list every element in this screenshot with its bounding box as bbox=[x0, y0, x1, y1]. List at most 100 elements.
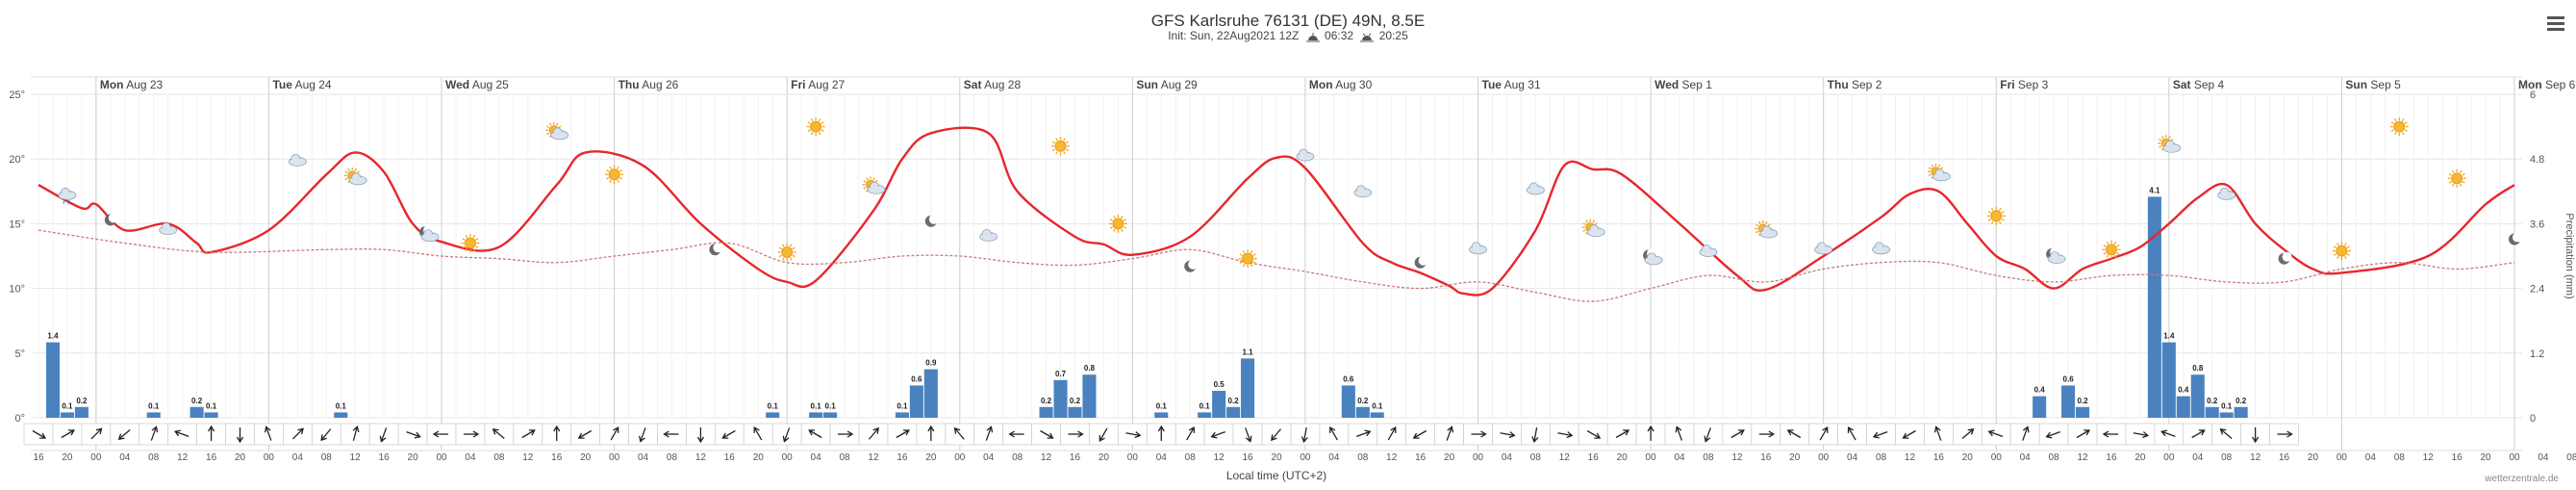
sun-disc bbox=[781, 246, 794, 258]
cloud-icon bbox=[979, 228, 998, 242]
cloud-icon bbox=[159, 222, 178, 236]
x-tick-label: 08 bbox=[839, 452, 850, 463]
cloud-fill bbox=[1760, 230, 1777, 238]
x-tick-label: 04 bbox=[638, 452, 649, 463]
wind-head bbox=[721, 432, 729, 439]
precip-bar bbox=[895, 412, 909, 418]
sun-icon bbox=[2102, 240, 2121, 259]
sun-ray bbox=[1242, 263, 1246, 268]
x-tick-label: 04 bbox=[983, 452, 995, 463]
wind-arrow-icon bbox=[1301, 426, 1308, 444]
precip-label: 0.8 bbox=[1084, 364, 1096, 373]
x-tick-label: 16 bbox=[2452, 452, 2463, 463]
wind-shaft bbox=[2162, 430, 2176, 438]
wind-shaft bbox=[1533, 426, 1538, 442]
cloud-fill bbox=[1588, 229, 1604, 237]
x-tick-label: 20 bbox=[2134, 452, 2146, 463]
wind-head bbox=[1786, 429, 1794, 436]
sun-ray bbox=[619, 177, 623, 180]
day-label: Wed Aug 25 bbox=[445, 78, 509, 91]
x-tick-label: 08 bbox=[321, 452, 333, 463]
wind-arrow-icon bbox=[782, 427, 791, 443]
wind-head bbox=[151, 426, 159, 433]
wind-head bbox=[1704, 435, 1711, 443]
precip-label: 0.1 bbox=[206, 401, 217, 410]
sun-ray bbox=[2390, 129, 2394, 132]
moon-icon bbox=[1414, 255, 1428, 269]
wind-arrow-icon bbox=[1987, 429, 2004, 438]
x-tick-label: 12 bbox=[695, 452, 707, 463]
hamburger-menu-icon[interactable] bbox=[2547, 13, 2564, 34]
sun-ray bbox=[1252, 261, 1256, 265]
sun-ray bbox=[1055, 151, 1058, 155]
wind-arrow-icon bbox=[1675, 426, 1683, 441]
chart-title: GFS Karlsruhe 76131 (DE) 49N, 8.5E bbox=[1150, 12, 1426, 30]
wind-arrow-icon bbox=[2252, 427, 2260, 444]
cloud-icon bbox=[1353, 185, 1373, 198]
wind-head bbox=[872, 426, 879, 434]
sun-ray bbox=[872, 177, 875, 181]
wind-head bbox=[1768, 430, 1776, 438]
wind-arrow-icon bbox=[753, 426, 763, 441]
moon-cut bbox=[1418, 255, 1428, 266]
moon-cut bbox=[2282, 251, 2292, 262]
wind-arrow-icon bbox=[1271, 428, 1281, 442]
wind-arrow-icon bbox=[406, 430, 421, 439]
day-label: Thu Aug 26 bbox=[619, 78, 679, 91]
wind-shaft bbox=[321, 428, 332, 440]
day-label: Fri Aug 27 bbox=[791, 78, 845, 91]
wind-arrow-icon bbox=[117, 429, 131, 440]
sunset-icon bbox=[1360, 32, 1375, 42]
sun-ray bbox=[617, 166, 619, 170]
sun-ray bbox=[863, 179, 867, 183]
sun-ray bbox=[1998, 220, 2002, 224]
wind-head bbox=[1594, 432, 1602, 439]
sun-ray bbox=[606, 177, 610, 180]
x-tick-label: 00 bbox=[1127, 452, 1139, 463]
precip-label: 0.2 bbox=[2077, 397, 2088, 405]
precip-bar bbox=[1355, 406, 1370, 418]
sun-icon bbox=[777, 243, 796, 262]
x-tick-label: 16 bbox=[1243, 452, 1254, 463]
precip-label: 0.1 bbox=[811, 401, 822, 410]
sun-ray bbox=[2113, 241, 2117, 245]
moon-icon bbox=[104, 213, 118, 226]
x-tick-label: 04 bbox=[1502, 452, 1513, 463]
wind-head bbox=[2142, 431, 2150, 439]
day-label: Mon Aug 23 bbox=[100, 78, 164, 91]
precip-bar bbox=[766, 412, 780, 418]
precip-bar bbox=[2219, 412, 2234, 418]
sun-ray bbox=[1051, 148, 1056, 152]
precip-bar bbox=[823, 412, 838, 418]
sun-ray bbox=[472, 235, 476, 239]
precip-bar bbox=[2061, 385, 2076, 418]
sun-ray bbox=[1121, 215, 1124, 219]
sun-cloud-icon bbox=[2158, 135, 2182, 153]
wind-head bbox=[1047, 432, 1054, 439]
sun-ray bbox=[1758, 220, 1761, 225]
x-tick-label: 16 bbox=[1933, 452, 1945, 463]
wind-head bbox=[1301, 436, 1308, 444]
x-tick-label: 20 bbox=[62, 452, 73, 463]
x-tick-label: 08 bbox=[1357, 452, 1369, 463]
sun-disc bbox=[2336, 245, 2348, 257]
wind-arrow-icon bbox=[2022, 426, 2030, 441]
sun-ray bbox=[1065, 141, 1070, 144]
cloud-icon bbox=[2217, 187, 2236, 200]
wind-shaft bbox=[1935, 427, 1942, 441]
sun-ray bbox=[1113, 228, 1116, 232]
sun-ray bbox=[1592, 219, 1596, 223]
wind-head bbox=[1737, 429, 1745, 436]
wind-shaft bbox=[1730, 429, 1744, 439]
y-tick-label-left: 25° bbox=[9, 90, 25, 101]
precip-bar bbox=[204, 412, 218, 418]
wind-arrow-icon bbox=[1446, 426, 1454, 441]
sun-cloud-icon bbox=[545, 121, 569, 141]
wind-head bbox=[1647, 425, 1654, 432]
sunrise-time: 06:32 bbox=[1325, 29, 1354, 42]
wind-arrow-icon bbox=[1847, 426, 1856, 441]
sun-icon bbox=[605, 165, 624, 184]
wind-shaft bbox=[1615, 429, 1629, 439]
sun-icon bbox=[1238, 249, 1257, 269]
